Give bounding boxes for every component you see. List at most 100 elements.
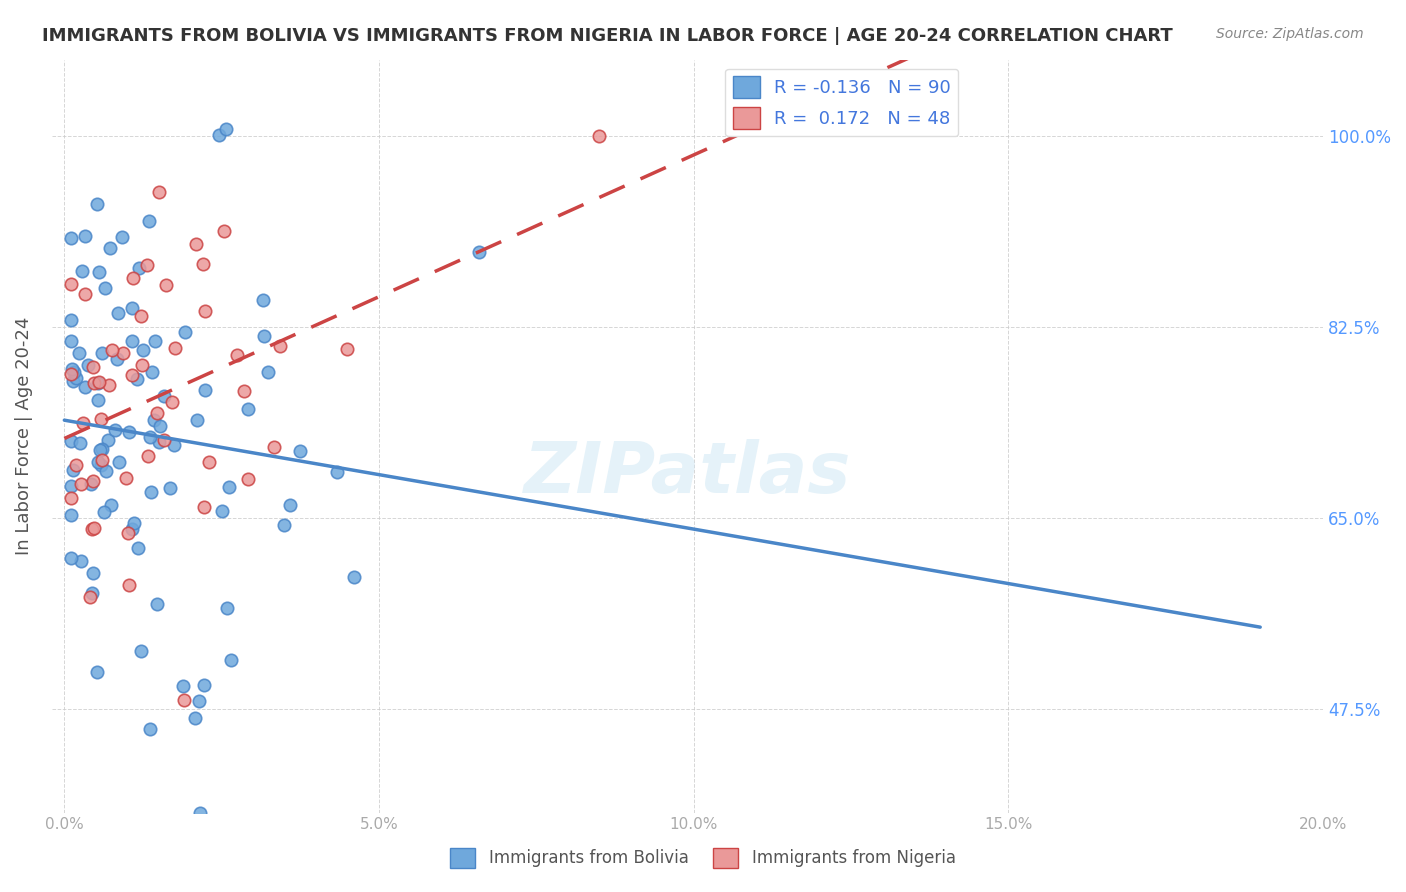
Point <box>152 433 174 447</box>
Point <box>62 374 84 388</box>
Point <box>172 679 194 693</box>
Point <box>122 516 145 530</box>
Point <box>82 522 104 536</box>
Point <box>159 481 181 495</box>
Point <box>212 224 235 238</box>
Point <box>139 485 162 500</box>
Point <box>143 334 166 348</box>
Point <box>336 342 359 356</box>
Point <box>73 286 96 301</box>
Point <box>82 474 104 488</box>
Point <box>59 434 82 448</box>
Point <box>65 458 87 472</box>
Point <box>80 586 103 600</box>
Legend: R = -0.136   N = 90, R =  0.172   N = 48: R = -0.136 N = 90, R = 0.172 N = 48 <box>725 69 957 136</box>
Point <box>149 418 172 433</box>
Point <box>215 122 238 136</box>
Point <box>135 258 157 272</box>
Point <box>97 433 120 447</box>
Point <box>79 590 101 604</box>
Point <box>193 677 215 691</box>
Point <box>98 377 121 392</box>
Point <box>59 277 82 291</box>
Y-axis label: In Labor Force | Age 20-24: In Labor Force | Age 20-24 <box>15 317 32 555</box>
Point <box>100 498 122 512</box>
Text: ZIPatlas: ZIPatlas <box>524 439 851 508</box>
Point <box>94 281 117 295</box>
Point <box>232 384 254 399</box>
Point <box>108 455 131 469</box>
Point <box>86 196 108 211</box>
Point <box>59 491 82 506</box>
Point <box>105 352 128 367</box>
Point <box>141 365 163 379</box>
Point <box>173 693 195 707</box>
Legend: Immigrants from Bolivia, Immigrants from Nigeria: Immigrants from Bolivia, Immigrants from… <box>443 841 963 875</box>
Point <box>343 570 366 584</box>
Point <box>86 665 108 679</box>
Point <box>121 334 143 348</box>
Point <box>90 458 112 472</box>
Point <box>59 230 82 244</box>
Point <box>131 358 153 372</box>
Point <box>89 375 111 389</box>
Point <box>148 185 170 199</box>
Point <box>252 293 274 307</box>
Point <box>269 339 291 353</box>
Point <box>111 346 134 360</box>
Point <box>184 237 207 252</box>
Point <box>162 437 184 451</box>
Point <box>160 395 183 409</box>
Point <box>194 304 217 318</box>
Point <box>91 346 114 360</box>
Point <box>111 229 134 244</box>
Point <box>62 365 84 379</box>
Point <box>118 425 141 440</box>
Point <box>117 525 139 540</box>
Point <box>146 597 169 611</box>
Point <box>238 472 260 486</box>
Point <box>90 442 112 457</box>
Point <box>190 805 212 820</box>
Point <box>82 359 104 374</box>
Point <box>91 452 114 467</box>
Point <box>121 301 143 315</box>
Point <box>77 359 100 373</box>
Point <box>79 476 101 491</box>
Point <box>215 601 238 615</box>
Point <box>290 444 312 458</box>
Point <box>94 464 117 478</box>
Point <box>127 541 149 555</box>
Point <box>59 479 82 493</box>
Point <box>59 550 82 565</box>
Point <box>87 393 110 408</box>
Point <box>100 343 122 358</box>
Point <box>219 653 242 667</box>
Point <box>125 372 148 386</box>
Point <box>208 128 231 143</box>
Point <box>104 423 127 437</box>
Point <box>174 325 197 339</box>
Point <box>236 402 259 417</box>
Point <box>122 271 145 285</box>
Point <box>468 244 491 259</box>
Point <box>278 498 301 512</box>
Point <box>118 578 141 592</box>
Point <box>115 471 138 485</box>
Point <box>93 505 115 519</box>
Point <box>87 376 110 391</box>
Point <box>188 694 211 708</box>
Point <box>70 554 93 568</box>
Point <box>148 434 170 449</box>
Point <box>588 128 610 143</box>
Point <box>155 278 177 293</box>
Point <box>138 214 160 228</box>
Text: Source: ZipAtlas.com: Source: ZipAtlas.com <box>1216 27 1364 41</box>
Point <box>121 368 143 383</box>
Point <box>107 306 129 320</box>
Point <box>165 341 187 355</box>
Point <box>131 644 153 658</box>
Point <box>129 309 152 323</box>
Point <box>59 334 82 349</box>
Point <box>90 411 112 425</box>
